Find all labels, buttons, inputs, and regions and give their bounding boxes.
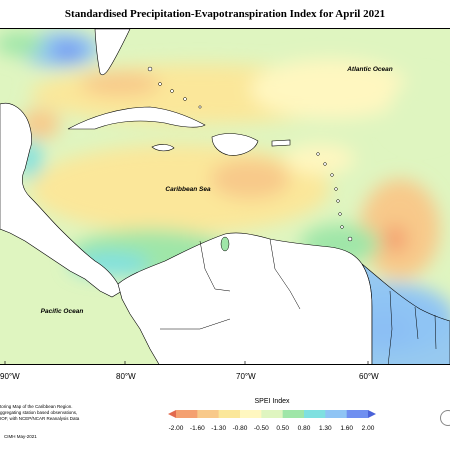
legend-swatch bbox=[218, 410, 241, 418]
legend-swatch bbox=[240, 410, 262, 418]
legend-tick-label: -0.80 bbox=[232, 425, 248, 432]
legend-tick-label: 0.50 bbox=[276, 425, 289, 432]
lake-maracaibo bbox=[220, 236, 230, 252]
legend-tick-label: 1.60 bbox=[340, 425, 353, 432]
longitude-ticks bbox=[4, 361, 369, 364]
legend-tick-label: 0.80 bbox=[297, 425, 311, 432]
credit-text: CIMH May-2021 bbox=[4, 434, 37, 439]
legend-swatch bbox=[346, 410, 369, 418]
legend-swatch bbox=[197, 410, 219, 418]
jamaica-land bbox=[151, 144, 175, 152]
legend-arrow-high bbox=[368, 410, 376, 418]
cimh-logo bbox=[440, 410, 450, 426]
label-pacific-ocean: Pacific Ocean bbox=[41, 308, 84, 315]
cuba-land bbox=[67, 106, 206, 130]
legend-tick-label: 2.00 bbox=[361, 425, 375, 432]
legend-swatch bbox=[304, 410, 326, 418]
longitude-label-80w: 80°W bbox=[116, 372, 136, 381]
legend-swatch bbox=[325, 410, 347, 418]
map-title: Standardised Precipitation-Evapotranspir… bbox=[64, 8, 386, 20]
lesser-antilles bbox=[316, 152, 353, 242]
legend-colorbar bbox=[168, 410, 376, 418]
legend-tick-label: -1.60 bbox=[189, 425, 205, 432]
legend-tick-label: -2.00 bbox=[168, 425, 184, 432]
footer-note: toring Map of the Caribbean Region. ggre… bbox=[0, 404, 110, 422]
puerto-rico-land bbox=[271, 139, 291, 147]
legend-swatch bbox=[261, 410, 283, 418]
legend-tick-label: -1.30 bbox=[211, 425, 227, 432]
longitude-label-70w: 70°W bbox=[236, 372, 256, 381]
hispaniola-land bbox=[211, 133, 259, 156]
label-caribbean-sea: Caribbean Sea bbox=[165, 186, 211, 193]
footer-note-line: IOF, with NCEP/NCAR Reanalysis Data bbox=[0, 416, 80, 421]
footer-note-line: toring Map of the Caribbean Region. bbox=[0, 404, 73, 409]
map-frame: Atlantic Ocean Caribbean Sea Pacific Oce… bbox=[0, 28, 450, 365]
legend-arrow-low bbox=[168, 410, 176, 418]
legend-tick-label: 1.30 bbox=[319, 425, 332, 432]
legend-title: SPEI Index bbox=[254, 398, 290, 405]
guianas-land bbox=[361, 263, 450, 364]
florida-land bbox=[94, 29, 131, 76]
country-borders bbox=[160, 238, 437, 364]
spei-map: Atlantic Ocean Caribbean Sea Pacific Oce… bbox=[0, 29, 450, 364]
longitude-label-60w: 60°W bbox=[359, 372, 379, 381]
legend-swatch bbox=[282, 410, 305, 418]
legend-swatch bbox=[176, 410, 198, 418]
footer-note-line: ggregating station based observations, bbox=[0, 410, 78, 415]
legend-tick-label: -0.50 bbox=[253, 425, 269, 432]
label-atlantic-ocean: Atlantic Ocean bbox=[346, 66, 393, 73]
longitude-label-90w: 90°W bbox=[0, 372, 20, 381]
bahamas-islands bbox=[147, 66, 202, 109]
